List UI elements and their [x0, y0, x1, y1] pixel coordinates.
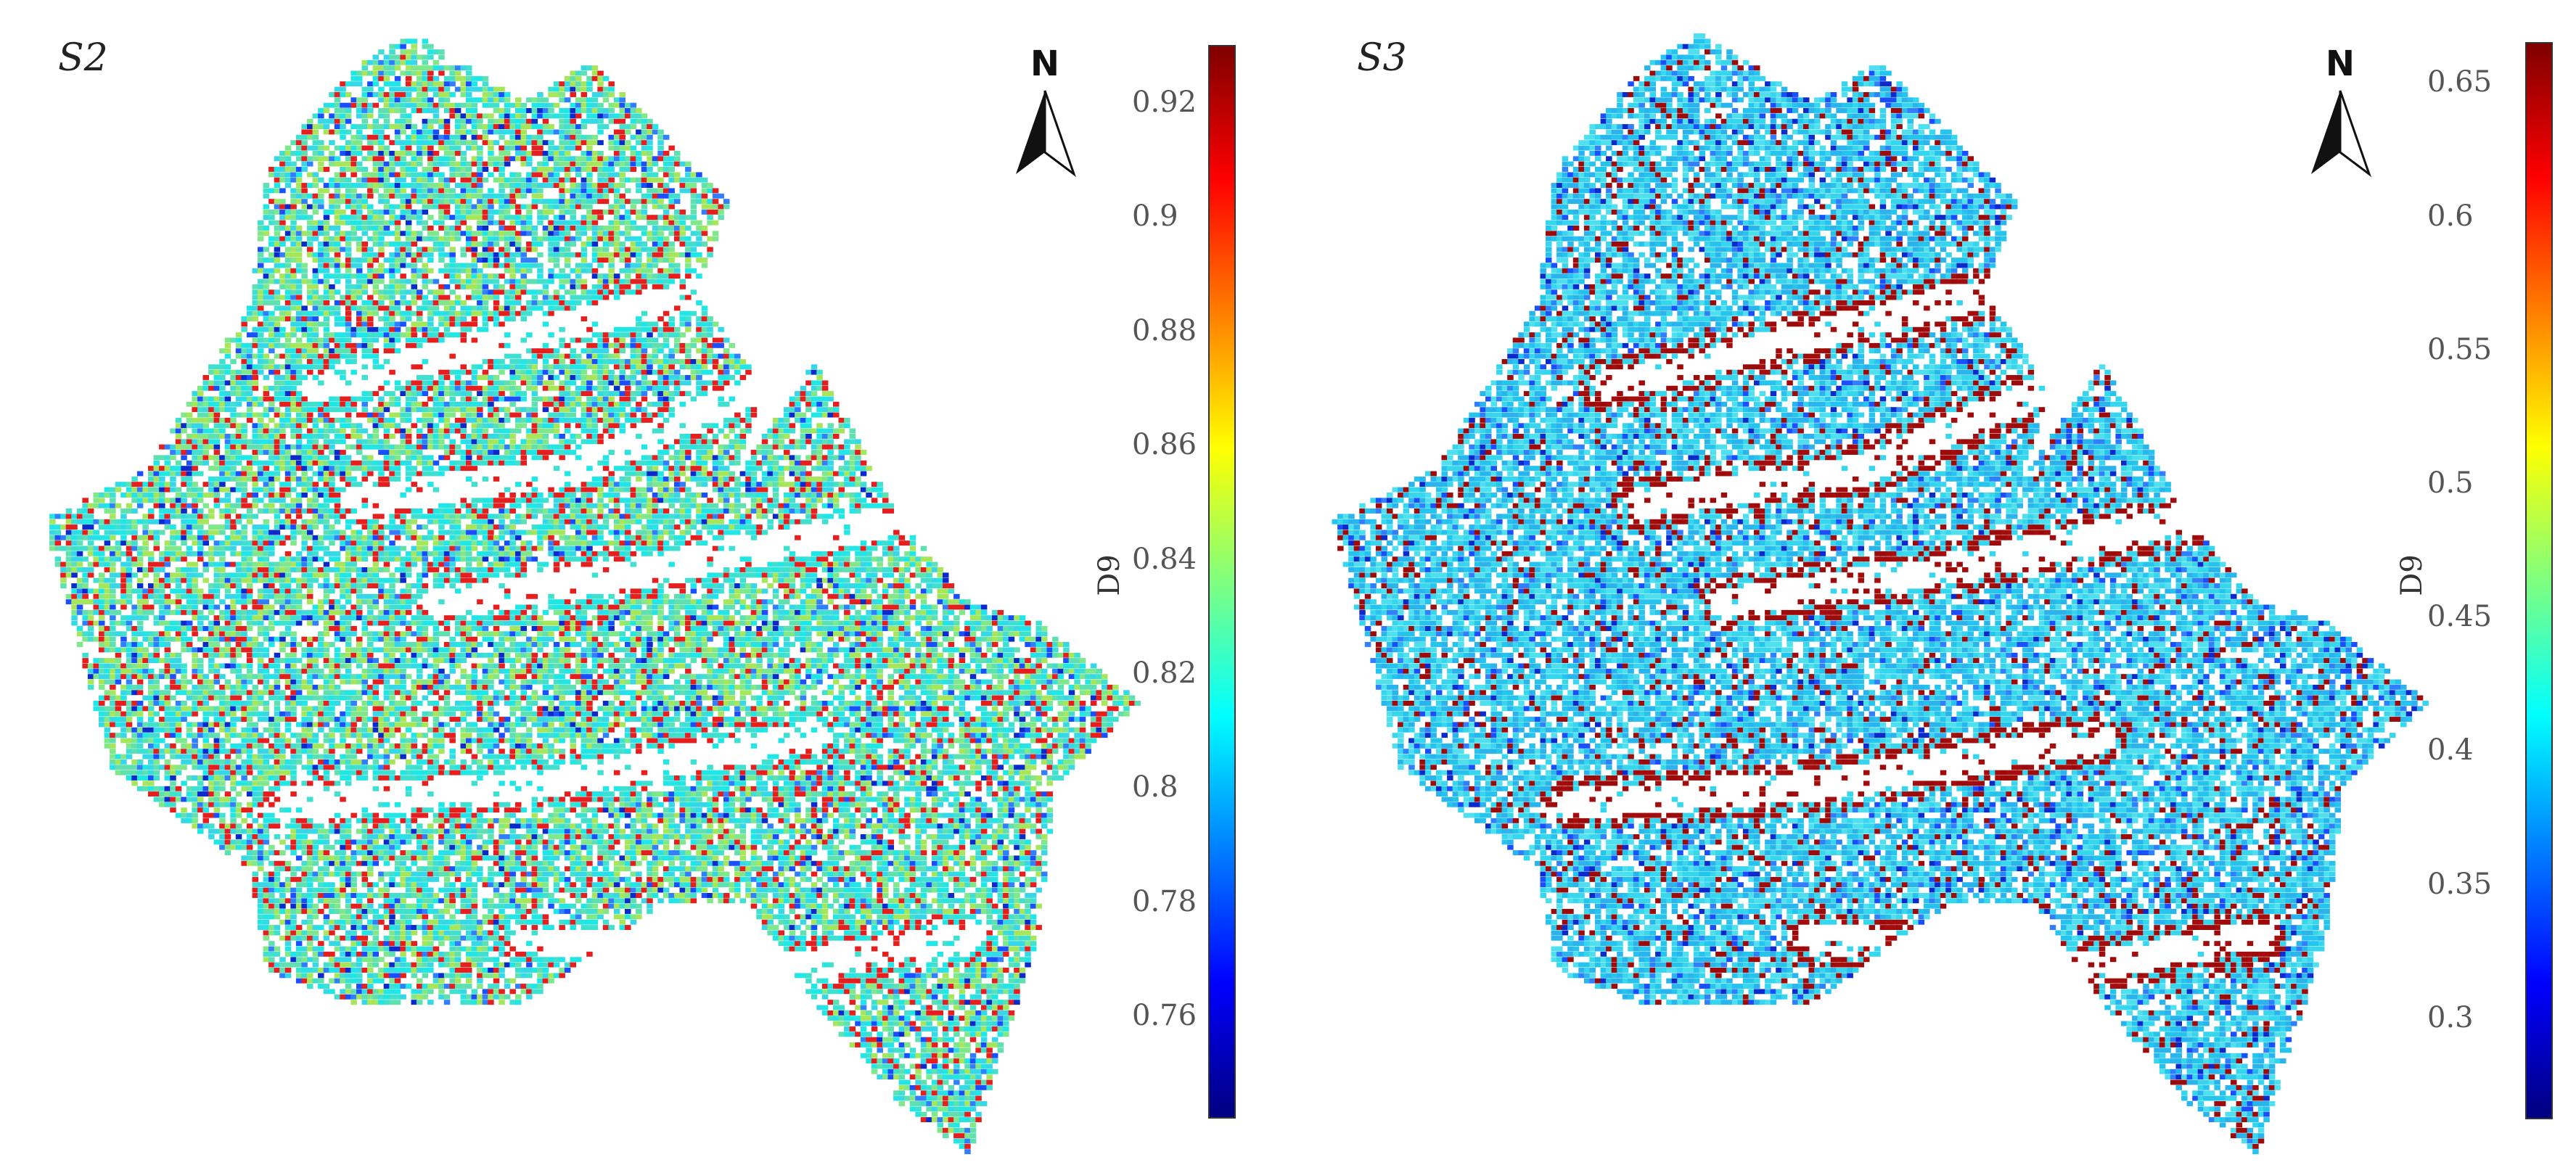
north-arrow: N: [2308, 44, 2373, 189]
north-arrow-icon: [1012, 44, 1078, 189]
north-arrow: N: [1012, 44, 1078, 189]
map-panel-s3: S3 N 0.65 0.6 0.55 0.5 0.45 0.4 0.35 0.3 D9: [1288, 0, 2576, 1165]
colorbar-tick-label: 0.55: [2427, 333, 2492, 366]
colorbar-label: D9: [1093, 554, 1126, 596]
colorbar-tick-labels: 0.92 0.9 0.88 0.86 0.84 0.82 0.8 0.78 0.76: [1132, 45, 1205, 1119]
panel-label: S2: [58, 36, 108, 80]
colorbar-tick-label: 0.3: [2427, 1001, 2474, 1034]
colorbar-tick-label: 0.84: [1132, 543, 1197, 576]
colorbar-tick-label: 0.78: [1132, 885, 1197, 918]
colorbar-tick-label: 0.76: [1132, 999, 1197, 1032]
colorbar-tick-label: 0.8: [1132, 770, 1178, 804]
colorbar-tick-label: 0.45: [2427, 600, 2492, 633]
colorbar-tick-label: 0.35: [2427, 868, 2492, 901]
panel-label: S3: [1357, 36, 1407, 80]
colorbar-tick-label: 0.9: [1132, 199, 1178, 233]
colorbar-tick-label: 0.86: [1132, 428, 1197, 461]
colorbar-tick-label: 0.5: [2427, 466, 2474, 500]
map-panel-s2: S2 N 0.92 0.9 0.88 0.86 0.84 0.82 0.8 0.78 0.76 …: [0, 0, 1288, 1165]
colorbar-label: D9: [2395, 554, 2429, 596]
colorbar-tick-label: 0.65: [2427, 65, 2492, 99]
colorbar-tick-label: 0.88: [1132, 314, 1197, 347]
colorbar-tick-labels: 0.65 0.6 0.55 0.5 0.45 0.4 0.35 0.3: [2427, 42, 2514, 1119]
raster-cells: [1332, 33, 2429, 1154]
colorbar-tick-label: 0.6: [2427, 199, 2474, 233]
raster-cells: [49, 38, 1141, 1154]
colorbar-tick-label: 0.4: [2427, 733, 2474, 767]
north-arrow-icon: [2308, 44, 2373, 189]
raster-map-s3: [1288, 0, 2576, 1165]
colorbar-tick-label: 0.82: [1132, 656, 1197, 690]
colorbar: [1208, 45, 1236, 1119]
colorbar: [2525, 42, 2553, 1119]
colorbar-tick-label: 0.92: [1132, 86, 1197, 119]
